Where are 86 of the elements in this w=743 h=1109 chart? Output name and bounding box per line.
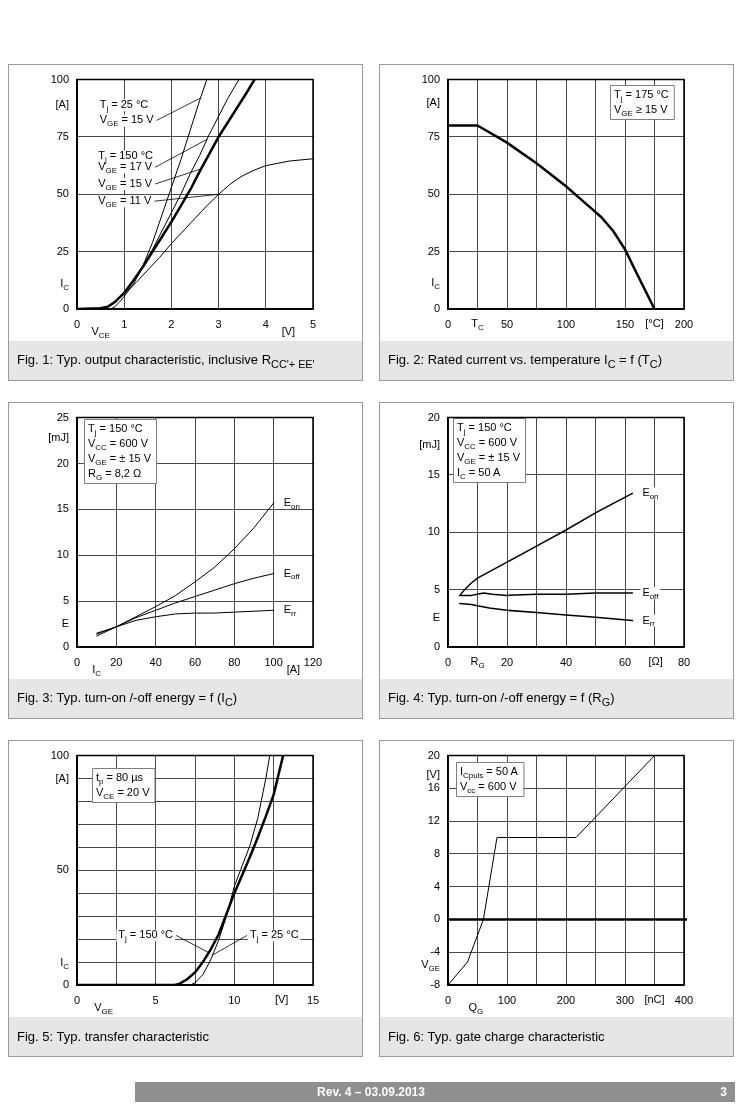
text: [nC] (644, 993, 665, 1006)
y-tick-label: 10 (427, 525, 440, 538)
x-tick-label: 20 (500, 655, 514, 668)
y-tick-label: 100 (50, 72, 69, 85)
x-tick-label: 200 (674, 317, 694, 330)
text: [A] (55, 98, 69, 111)
y-tick-label: 0 (62, 302, 69, 315)
x-tick-label: 5 (152, 993, 159, 1006)
x-tick-label: 5 (309, 317, 317, 330)
text: [A] (286, 663, 301, 676)
x-tick-label: 80 (677, 655, 691, 668)
text: Rev. 4 – 03.09.2013 (317, 1085, 425, 1099)
x-tick-label: 120 (303, 655, 323, 668)
y-tick-label: 10 (56, 548, 69, 561)
x-tick-label: 0 (73, 655, 81, 668)
text: [A] (55, 771, 69, 784)
y-tick-label: 15 (56, 502, 69, 515)
y-tick-label: 100 (421, 72, 440, 85)
y-tick-label: 25 (427, 244, 440, 257)
y-tick-label: 100 (50, 748, 69, 761)
text: Fig. 2: Rated current vs. temperature I$_{C}$ = f (T$_{C}$) (388, 351, 662, 370)
x-tick-label: 60 (618, 655, 632, 668)
y-tick-label: 20 (427, 748, 440, 761)
text: [mJ] (419, 438, 441, 451)
x-tick-label: 200 (556, 993, 576, 1006)
text: Fig. 1: Typ. output characteristic, inclusive R$_{CC'+ EE'}$ (17, 351, 315, 370)
text: [V] (274, 993, 289, 1006)
text: Fig. 3: Typ. turn-on /-off energy = f (I$_{C}$) (17, 689, 238, 708)
text: [Ω] (648, 655, 663, 668)
x-tick-label: 80 (228, 655, 241, 668)
y-tick-label: 50 (56, 863, 69, 876)
y-tick-label: 0 (433, 912, 440, 925)
x-tick-label: 100 (264, 655, 283, 668)
y-tick-label: 15 (427, 467, 440, 480)
x-tick-label: 1 (121, 317, 128, 330)
y-tick-label: 75 (56, 129, 69, 142)
y-axis-title: E (61, 617, 70, 630)
y-tick-label: 16 (427, 781, 440, 794)
x-tick-label: 40 (559, 655, 573, 668)
text: [°C] (645, 317, 664, 330)
x-tick-label: 0 (444, 317, 452, 330)
text: [A] (426, 95, 440, 108)
y-tick-label: 25 (56, 410, 69, 423)
text: 3 (720, 1085, 727, 1099)
y-tick-label: 20 (427, 410, 440, 423)
y-tick-label: 50 (427, 187, 440, 200)
x-tick-label: 100 (497, 993, 517, 1006)
y-tick-label: 0 (433, 640, 440, 653)
text: Fig. 5: Typ. transfer characteristic (17, 1029, 209, 1044)
x-tick-label: 150 (615, 317, 635, 330)
y-tick-label: 12 (427, 814, 440, 827)
y-tick-label: 5 (62, 594, 69, 607)
y-tick-label: 0 (62, 978, 69, 991)
text: [V] (281, 325, 296, 338)
x-tick-label: 15 (306, 993, 320, 1006)
x-tick-label: 10 (228, 993, 241, 1006)
y-tick-label: 50 (56, 187, 69, 200)
y-tick-label: 0 (433, 302, 440, 315)
x-tick-label: 20 (110, 655, 123, 668)
text: Fig. 4: Typ. turn-on /-off energy = f (R$_{G}$) (388, 689, 615, 708)
y-tick-label: -8 (430, 978, 440, 991)
x-tick-label: 300 (615, 993, 635, 1006)
x-tick-label: 2 (168, 317, 175, 330)
x-tick-label: 40 (149, 655, 162, 668)
text: [V] (426, 768, 440, 781)
x-tick-label: 100 (556, 317, 576, 330)
x-tick-label: 3 (215, 317, 222, 330)
x-tick-label: 50 (500, 317, 514, 330)
y-tick-label: 75 (427, 129, 440, 142)
y-tick-label: 0 (62, 640, 69, 653)
x-tick-label: 0 (444, 655, 452, 668)
y-tick-label: -4 (430, 945, 440, 958)
text: Fig. 6: Typ. gate charge characteristic (388, 1029, 605, 1044)
x-tick-label: 0 (73, 317, 81, 330)
y-tick-label: 20 (56, 456, 69, 469)
y-tick-label: 25 (56, 244, 69, 257)
x-tick-label: 4 (262, 317, 269, 330)
y-tick-label: 5 (433, 582, 440, 595)
x-tick-label: 400 (674, 993, 694, 1006)
y-axis-title: E (432, 610, 441, 623)
x-tick-label: 0 (444, 993, 452, 1006)
y-tick-label: 8 (433, 846, 440, 859)
x-tick-label: 0 (73, 993, 81, 1006)
y-tick-label: 4 (433, 879, 440, 892)
text: [mJ] (48, 430, 70, 443)
x-tick-label: 60 (188, 655, 202, 668)
